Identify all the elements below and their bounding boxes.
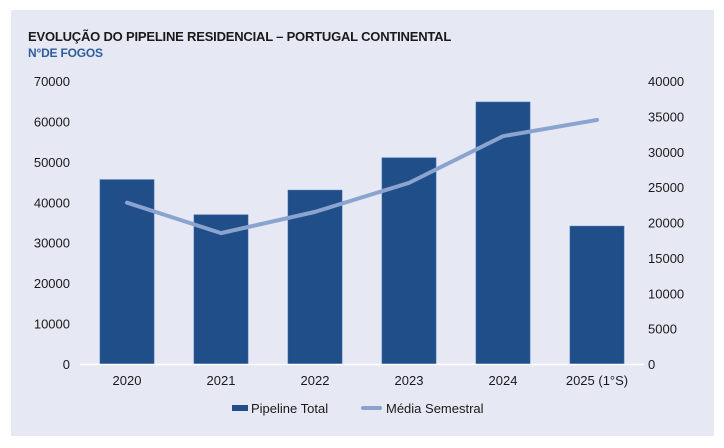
chart-subtitle: N°DE FOGOS [28, 46, 103, 60]
x-tick-label: 2024 [489, 373, 518, 388]
bar-2024 [475, 101, 531, 365]
y-right-tick-label: 0 [648, 357, 655, 372]
legend-label-pipeline-total: Pipeline Total [251, 401, 328, 416]
y-left-tick-label: 20000 [34, 276, 70, 291]
y-right-tick-label: 15000 [648, 251, 684, 266]
bar-2023 [381, 157, 437, 365]
y-right-tick-label: 40000 [648, 74, 684, 89]
y-left-tick-label: 60000 [34, 114, 70, 129]
y-left-tick-label: 70000 [34, 74, 70, 89]
y-left-tick-label: 40000 [34, 195, 70, 210]
y-right-tick-label: 5000 [648, 322, 677, 337]
y-right-tick-label: 10000 [648, 286, 684, 301]
y-left-tick-label: 50000 [34, 155, 70, 170]
legend-swatch-pipeline-total [232, 405, 248, 411]
x-tick-label: 2025 (1°S) [566, 373, 628, 388]
y-left-tick-label: 0 [63, 357, 70, 372]
media-semestral-line [125, 117, 599, 236]
y-right-tick-label: 35000 [648, 109, 684, 124]
y-right-tick-label: 25000 [648, 180, 684, 195]
y-right-tick-label: 20000 [648, 216, 684, 231]
x-tick-label: 2020 [113, 373, 142, 388]
bar-2021 [193, 214, 249, 365]
y-right-tick-label: 30000 [648, 145, 684, 160]
x-tick-label: 2023 [395, 373, 424, 388]
bar-20251s [569, 225, 625, 365]
y-left-tick-label: 10000 [34, 317, 70, 332]
chart-title: EVOLUÇÃO DO PIPELINE RESIDENCIAL – PORTU… [28, 29, 452, 44]
x-tick-label: 2021 [207, 373, 236, 388]
y-left-tick-label: 30000 [34, 236, 70, 251]
x-tick-label: 2022 [301, 373, 330, 388]
legend-label-media-semestral: Média Semestral [386, 401, 484, 416]
bar-2022 [287, 189, 343, 365]
